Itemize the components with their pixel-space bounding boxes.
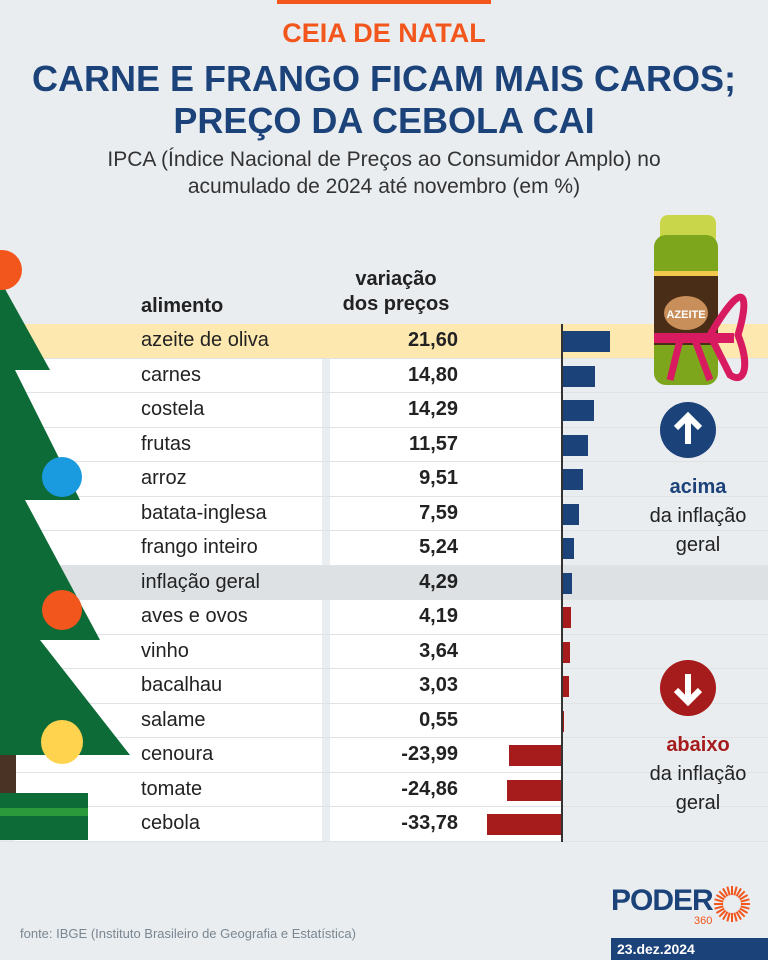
bar xyxy=(562,400,594,421)
legend-text: geral xyxy=(675,792,721,814)
olive-oil-bottle-illustration: AZEITE xyxy=(654,215,749,385)
title-line: CARNE E FRANGO FICAM MAIS CAROS; xyxy=(32,58,736,99)
value-label: 3,03 xyxy=(419,674,458,696)
bar xyxy=(508,745,562,766)
food-label: cenoura xyxy=(141,743,214,765)
bar xyxy=(562,641,571,663)
table-row: carnes 14,80 xyxy=(0,358,768,393)
food-label: bacalhau xyxy=(141,674,223,696)
ornament xyxy=(42,457,82,497)
ornament xyxy=(42,590,82,630)
food-label: carnes xyxy=(141,363,202,386)
arrow-down-icon xyxy=(660,660,716,716)
poder360-logo: PODER xyxy=(611,884,714,917)
food-label: frutas xyxy=(141,432,192,455)
legend-text: da inflação xyxy=(649,505,747,527)
bar xyxy=(562,331,610,352)
page-title: CARNE E FRANGO FICAM MAIS CAROS; PREÇO DA… xyxy=(0,58,768,142)
subtitle-line: IPCA (Índice Nacional de Preços ao Consu… xyxy=(107,148,661,171)
value-label: 9,51 xyxy=(419,467,458,489)
value-label: -24,86 xyxy=(401,777,458,800)
food-label: costela xyxy=(141,398,205,420)
food-label: inflação geral xyxy=(141,570,260,593)
value-label: 4,29 xyxy=(419,570,458,593)
subtitle: IPCA (Índice Nacional de Preços ao Consu… xyxy=(0,146,768,200)
header-line: dos preços xyxy=(342,293,450,315)
value-label: 21,60 xyxy=(407,329,458,351)
header-line: variação xyxy=(355,268,437,290)
food-label: azeite de oliva xyxy=(141,329,269,351)
table-row: costela 14,29 xyxy=(0,393,768,428)
bar xyxy=(562,607,572,628)
bar xyxy=(562,503,579,525)
value-label: 5,24 xyxy=(419,536,458,558)
subtitle-line: acumulado de 2024 até novembro (em %) xyxy=(187,175,581,198)
bottle-label: AZEITE xyxy=(666,309,705,321)
title-line: PREÇO DA CEBOLA CAI xyxy=(173,100,595,141)
food-label: cebola xyxy=(141,812,200,834)
bar xyxy=(562,710,564,732)
logo-sub: 360 xyxy=(694,915,713,927)
above-inflation-legend: acima da inflação geral xyxy=(623,473,768,560)
food-label: frango inteiro xyxy=(141,536,258,558)
accent-bar xyxy=(277,0,491,4)
value-label: 14,29 xyxy=(407,398,458,420)
value-label: 14,80 xyxy=(407,363,458,386)
table-row: frutas 11,57 xyxy=(0,427,768,462)
food-label: batata-inglesa xyxy=(141,501,267,524)
legend-text: geral xyxy=(675,534,721,556)
bar xyxy=(506,779,562,801)
source-note: fonte: IBGE (Instituto Brasileiro de Geo… xyxy=(20,926,356,941)
food-label: tomate xyxy=(141,777,203,800)
publish-date: 23.dez.2024 xyxy=(611,938,768,960)
value-label: 11,57 xyxy=(409,432,458,455)
bar xyxy=(562,538,574,559)
food-label: aves e ovos xyxy=(141,605,248,627)
legend-keyword: acima xyxy=(669,476,727,498)
ornament xyxy=(41,720,83,764)
arrow-up-icon xyxy=(660,402,716,458)
table-row: frango inteiro 5,24 xyxy=(0,531,768,566)
value-label: 4,19 xyxy=(419,605,458,627)
food-label: arroz xyxy=(141,467,187,489)
bar xyxy=(562,676,569,697)
column-header-variation: variação dos preços xyxy=(330,267,462,317)
food-label: vinho xyxy=(141,639,189,662)
sun-logo-icon xyxy=(714,886,750,922)
table-row: inflação geral 4,29 xyxy=(0,565,768,600)
value-label: 0,55 xyxy=(419,708,458,731)
bar xyxy=(562,365,595,387)
ornament xyxy=(0,250,22,290)
table-row: azeite de oliva 21,60 xyxy=(0,324,768,359)
table-row: vinho 3,64 xyxy=(0,634,768,669)
below-inflation-legend: abaixo da inflação geral xyxy=(623,731,768,818)
legend-text: da inflação xyxy=(649,763,747,785)
food-label: salame xyxy=(141,708,206,731)
bar xyxy=(487,814,562,835)
value-label: -23,99 xyxy=(401,743,458,765)
bar xyxy=(562,572,572,594)
christmas-tree-illustration xyxy=(0,250,130,840)
bar xyxy=(562,434,588,456)
value-label: -33,78 xyxy=(401,812,458,834)
kicker: CEIA DE NATAL xyxy=(282,18,486,48)
zero-axis xyxy=(561,324,563,842)
column-header-food: alimento xyxy=(141,295,224,317)
bar xyxy=(562,469,584,490)
value-label: 3,64 xyxy=(419,639,458,662)
value-label: 7,59 xyxy=(419,501,458,524)
legend-keyword: abaixo xyxy=(666,734,730,756)
table-row: batata-inglesa 7,59 xyxy=(0,496,768,531)
